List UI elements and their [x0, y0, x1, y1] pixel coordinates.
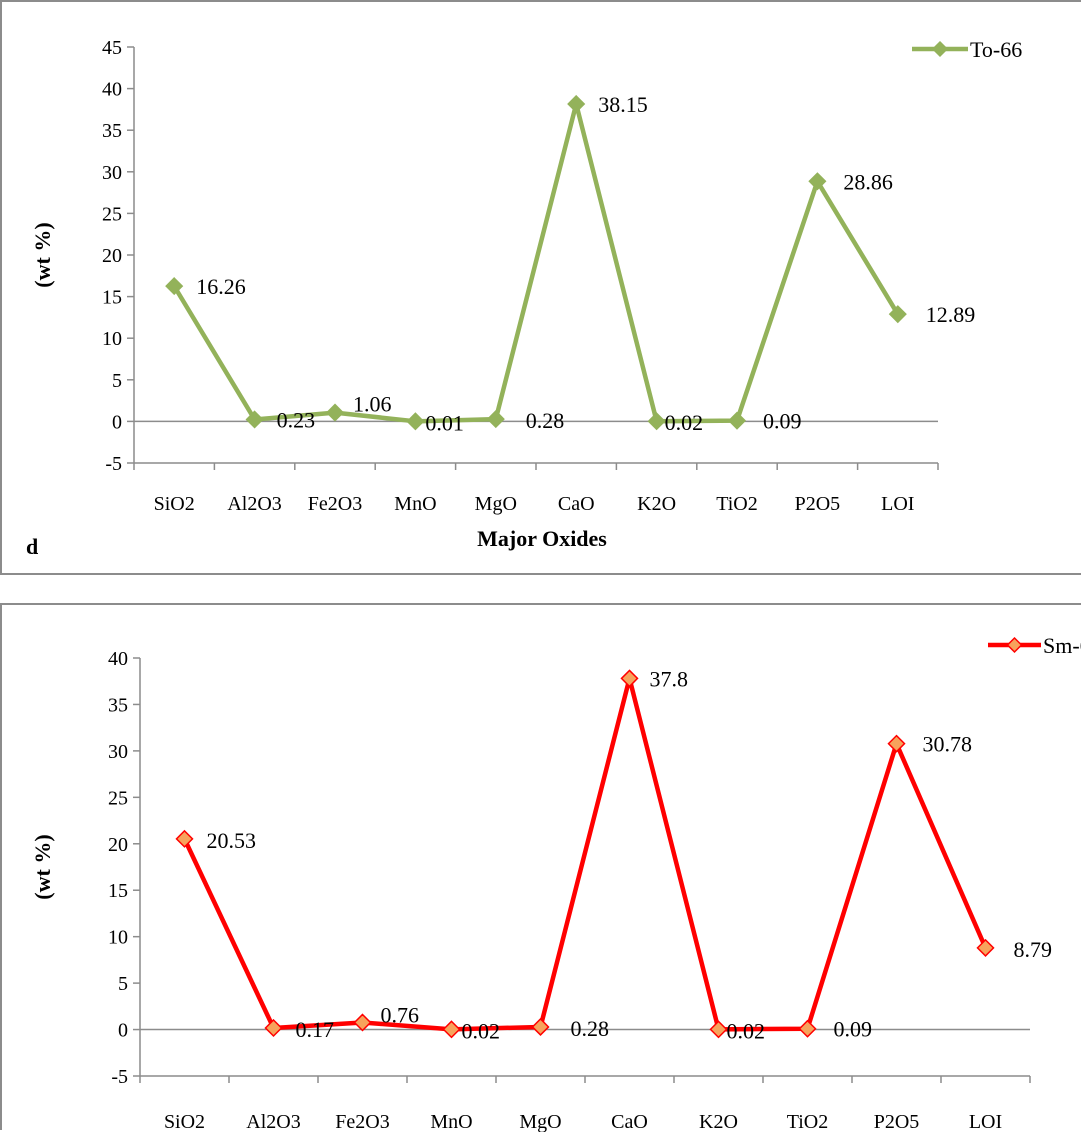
x-tick-label: Al2O3	[227, 493, 281, 515]
data-point	[620, 669, 639, 688]
data-point	[727, 411, 747, 430]
y-tick-label: 30	[108, 741, 128, 763]
x-axis-title: Major Oxides	[477, 526, 607, 551]
data-label: 1.06	[353, 392, 392, 417]
data-point	[406, 412, 425, 431]
data-label: 0.02	[727, 1018, 766, 1043]
x-tick-label: Al2O3	[246, 1111, 300, 1132]
legend-label: Sm-69	[1043, 633, 1081, 658]
x-tick-label: MnO	[430, 1111, 472, 1132]
data-label: 0.17	[296, 1017, 335, 1042]
x-tick-label: TiO2	[716, 493, 758, 515]
y-tick-label: -5	[111, 1066, 128, 1088]
y-tick-label: 20	[102, 245, 122, 267]
y-axis-title: (wt %)	[30, 834, 55, 899]
data-point	[976, 938, 995, 957]
y-tick-label: 15	[108, 880, 128, 902]
data-label: 0.09	[834, 1017, 873, 1042]
legend-marker	[931, 40, 949, 58]
y-tick-label: 35	[108, 694, 128, 716]
legend-marker	[1006, 636, 1023, 654]
data-point	[353, 1013, 372, 1032]
x-tick-label: K2O	[699, 1111, 738, 1132]
data-label: 0.02	[462, 1018, 501, 1043]
legend-label: To-66	[970, 37, 1022, 62]
x-tick-label: SiO2	[164, 1111, 205, 1132]
data-label: 8.79	[1014, 937, 1053, 962]
data-label: 0.09	[763, 409, 802, 434]
data-label: 38.15	[598, 92, 648, 117]
data-point	[887, 734, 906, 753]
data-point	[165, 277, 184, 296]
data-label: 0.01	[425, 410, 464, 435]
series-line	[182, 676, 988, 1032]
x-tick-label: SiO2	[154, 493, 195, 515]
data-point	[798, 1019, 817, 1038]
data-label: 0.28	[571, 1016, 610, 1041]
data-point	[531, 1017, 550, 1037]
data-label: 0.02	[665, 410, 704, 435]
y-tick-label: 0	[112, 411, 122, 433]
y-tick-label: 40	[108, 648, 128, 670]
x-tick-label: MgO	[519, 1111, 561, 1132]
x-tick-label: LOI	[881, 493, 914, 515]
y-tick-label: 15	[102, 287, 122, 309]
x-tick-label: LOI	[969, 1111, 1002, 1132]
data-point	[888, 305, 907, 324]
data-label: 16.26	[196, 274, 246, 299]
y-tick-label: 25	[108, 787, 128, 809]
x-tick-label: CaO	[558, 493, 595, 515]
data-point	[567, 94, 586, 114]
y-tick-label: 0	[118, 1020, 128, 1042]
y-tick-label: 45	[102, 37, 122, 59]
y-tick-label: 20	[108, 834, 128, 856]
y-tick-label: 10	[108, 927, 128, 949]
x-tick-label: TiO2	[787, 1111, 829, 1132]
x-tick-label: K2O	[637, 493, 676, 515]
data-label: 20.53	[207, 828, 257, 853]
y-axis-title: (wt %)	[30, 222, 55, 287]
data-point	[325, 403, 345, 422]
x-tick-label: CaO	[611, 1111, 648, 1132]
y-tick-label: 40	[102, 79, 122, 101]
y-tick-label: -5	[105, 453, 122, 475]
x-tick-label: Fe2O3	[308, 493, 362, 515]
x-tick-label: P2O5	[795, 493, 841, 515]
y-tick-label: 10	[102, 328, 122, 350]
panel-letter: d	[26, 534, 38, 559]
data-label: 30.78	[923, 732, 973, 757]
data-point	[486, 410, 505, 429]
y-tick-label: 30	[102, 162, 122, 184]
chart-panel-e: -5 0 5 10 15 20 25 30 35 40 SiO2 Al2O3 Fe2O3 MnO MgO Ca…	[0, 603, 1081, 1132]
y-tick-label: 35	[102, 120, 122, 142]
x-tick-label: Fe2O3	[335, 1111, 389, 1132]
data-point	[245, 410, 264, 429]
data-point	[264, 1018, 283, 1038]
chart-panel-d: -5 0 5 10 15 20 25 30 35 40 45 SiO2 Al2O3 Fe2O3 MnO MgO…	[0, 0, 1081, 575]
x-tick-label: MnO	[394, 493, 436, 515]
x-tick-label: P2O5	[874, 1111, 920, 1132]
data-label: 0.28	[526, 408, 565, 433]
data-point	[709, 1020, 728, 1039]
data-label: 0.23	[277, 407, 316, 432]
data-point	[175, 829, 194, 848]
data-label: 0.76	[381, 1002, 420, 1027]
data-label: 37.8	[650, 666, 689, 691]
x-tick-label: MgO	[475, 493, 517, 515]
line-chart-d: -5 0 5 10 15 20 25 30 35 40 45 SiO2 Al2O3 Fe2O3 MnO MgO…	[26, 37, 1022, 559]
y-tick-label: 5	[118, 973, 128, 995]
y-tick-label: 25	[102, 203, 122, 225]
data-label: 12.89	[926, 302, 976, 327]
data-point	[808, 172, 827, 191]
y-tick-label: 5	[112, 370, 122, 392]
line-chart-e: -5 0 5 10 15 20 25 30 35 40 SiO2 Al2O3 Fe2O3 MnO MgO Ca…	[30, 633, 1081, 1132]
data-label: 28.86	[843, 169, 893, 194]
data-point	[647, 412, 666, 431]
data-point	[442, 1020, 461, 1039]
series-line	[172, 101, 900, 424]
